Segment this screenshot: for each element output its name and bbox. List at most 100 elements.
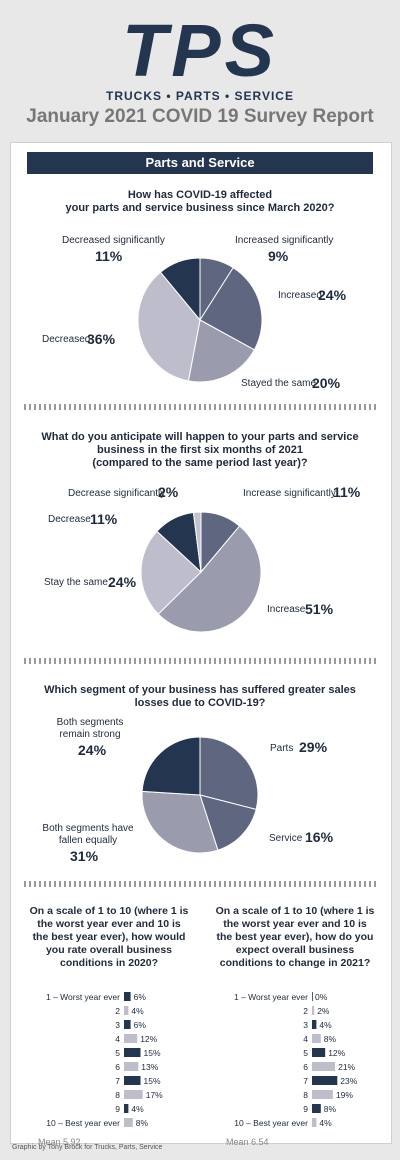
q2-label-inc-sig: Increase significantly — [243, 488, 336, 499]
q1-label-inc-sig: Increased significantly — [235, 235, 334, 246]
bar-category-label: 5 — [303, 1048, 308, 1058]
q5-mean: Mean 6.54 — [226, 1137, 269, 1147]
q3-question: Which segment of your business has suffe… — [44, 684, 356, 709]
bar-value-label: 6% — [134, 992, 147, 1002]
bar-category-label: 8 — [303, 1090, 308, 1100]
separator — [24, 881, 376, 887]
q1-pie — [137, 257, 263, 383]
bar-value-label: 15% — [144, 1048, 161, 1058]
bar — [124, 1062, 139, 1071]
bar-value-label: 12% — [140, 1034, 157, 1044]
pie-slice-stayed-the-same — [187, 319, 256, 383]
bar — [312, 1104, 321, 1113]
bar-category-label: 5 — [115, 1048, 120, 1058]
bar-value-label: 0% — [315, 992, 328, 1002]
bar-category-label: 6 — [115, 1062, 120, 1072]
bar-category-label: 2 — [303, 1006, 308, 1016]
bar-value-label: 6% — [134, 1020, 147, 1030]
bar — [312, 1076, 338, 1085]
bar-category-label: 4 — [115, 1034, 120, 1044]
bar-value-label: 23% — [340, 1076, 357, 1086]
pie-slice-increased — [199, 266, 263, 351]
q1-label-same: Stayed the same — [241, 378, 317, 389]
tps-logo: TPS TRUCKS • PARTS • SERVICE — [106, 9, 294, 103]
bar-category-label: 6 — [303, 1062, 308, 1072]
q1-label-inc: Increased — [278, 290, 322, 301]
q4-question: On a scale of 1 to 10 (where 1 is the wor… — [29, 905, 189, 969]
q2-label-dec-sig: Decrease significantly — [68, 488, 166, 499]
bar — [312, 1020, 317, 1029]
bar-value-label: 13% — [141, 1062, 158, 1072]
bar — [312, 1118, 317, 1127]
bar — [312, 1090, 333, 1099]
bar-category-label: 1 – Worst year ever — [234, 992, 308, 1002]
bar-category-label: 9 — [303, 1104, 308, 1114]
bar-category-label: 2 — [115, 1006, 120, 1016]
q3-label-fallen: Both segments have fallen equally — [42, 823, 134, 846]
q1-pct-inc: 24% — [318, 287, 347, 303]
bar — [312, 1034, 321, 1043]
q1-label-dec: Decreased — [42, 334, 91, 345]
q1-pct-dec-sig: 11% — [95, 248, 123, 264]
report-title: January 2021 COVID 19 Survey Report — [26, 106, 374, 127]
bar — [124, 992, 131, 1001]
pie-slice-service — [199, 794, 257, 851]
q3-pct-strong: 24% — [78, 742, 107, 758]
credit-text: Graphic by Tony Brock for Trucks, Parts,… — [12, 1144, 163, 1151]
bar-category-label: 8 — [115, 1090, 120, 1100]
bar-category-label: 1 – Worst year ever — [46, 992, 120, 1002]
q2-pct-dec-sig: 2% — [158, 484, 179, 500]
q3-pct-parts: 29% — [299, 739, 328, 755]
bar-value-label: 21% — [338, 1062, 355, 1072]
q3-pie — [141, 736, 259, 854]
pie-slice-both-segments-remain-strong — [141, 736, 201, 796]
bar-category-label: 9 — [115, 1104, 120, 1114]
q5-question: On a scale of 1 to 10 (where 1 is the wor… — [215, 905, 375, 969]
q2-pct-same: 24% — [108, 574, 137, 590]
logo-mark: TPS — [122, 9, 278, 92]
bar-category-label: 4 — [303, 1034, 308, 1044]
q3-label-service: Service — [269, 833, 303, 844]
logo-tagline: TRUCKS • PARTS • SERVICE — [106, 89, 294, 103]
bar-value-label: 19% — [336, 1090, 353, 1100]
section-header: Parts and Service — [27, 152, 373, 174]
bar-category-label: 3 — [303, 1020, 308, 1030]
bar-value-label: 2% — [317, 1006, 330, 1016]
q2-label-inc: Increase — [267, 604, 306, 615]
q4-mean: Mean 5.92 — [38, 1137, 81, 1147]
bar — [124, 1104, 129, 1113]
bar-category-label: 3 — [115, 1020, 120, 1030]
bar — [124, 1006, 129, 1015]
bar — [312, 1062, 336, 1071]
q2-label-same: Stay the same — [44, 577, 108, 588]
bar-value-label: 4% — [131, 1104, 144, 1114]
bar-value-label: 15% — [144, 1076, 161, 1086]
q2-pct-dec: 11% — [90, 511, 118, 527]
q3-pct-service: 16% — [305, 829, 334, 845]
separator — [24, 658, 376, 664]
q2-pie — [140, 511, 262, 633]
bar-value-label: 4% — [131, 1006, 144, 1016]
bar — [124, 1076, 141, 1085]
bar — [124, 1020, 131, 1029]
bar — [312, 1048, 326, 1057]
bar-category-label: 10 – Best year ever — [46, 1118, 120, 1128]
q2-pct-inc: 51% — [305, 601, 334, 617]
bar-value-label: 8% — [324, 1034, 337, 1044]
q1-pct-inc-sig: 9% — [268, 248, 289, 264]
q4-bar-chart: 1 – Worst year ever 6% 2 4% 3 6% 4 12% 5 15% 6 13% 7… — [46, 992, 163, 1128]
bar — [124, 1090, 143, 1099]
q3-pct-fallen: 31% — [70, 848, 99, 864]
bar-value-label: 12% — [328, 1048, 345, 1058]
bar — [124, 1034, 138, 1043]
q1-question: How has COVID-19 affected your parts and … — [65, 189, 335, 214]
bar-value-label: 17% — [146, 1090, 163, 1100]
q1-pct-dec: 36% — [87, 331, 116, 347]
bar — [312, 992, 313, 1001]
bar-category-label: 10 – Best year ever — [234, 1118, 308, 1128]
bar-category-label: 7 — [303, 1076, 308, 1086]
bar-value-label: 4% — [319, 1118, 332, 1128]
q3-label-strong: Both segments remain strong — [56, 717, 124, 740]
pie-slice-increase — [157, 525, 262, 633]
pie-slice-stay-the-same — [140, 530, 202, 615]
